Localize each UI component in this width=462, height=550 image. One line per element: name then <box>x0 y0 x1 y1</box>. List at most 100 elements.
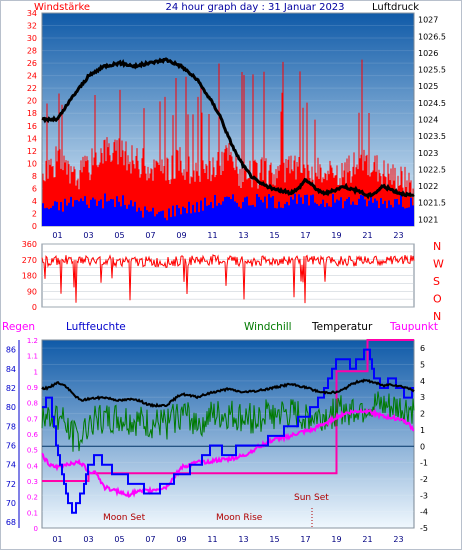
x-tick-label: 17 <box>300 535 310 544</box>
x-tick-label: 19 <box>331 231 341 240</box>
wind-tick-label: 22 <box>27 84 37 93</box>
header-right: Luftdruck <box>372 2 419 13</box>
pressure-tick-label: 1023 <box>418 149 438 158</box>
header-center: 24 hour graph day : 31 Januar 2023 <box>165 2 344 13</box>
humidity-tick-label: 70 <box>6 499 16 508</box>
temp-tick-label: -5 <box>420 524 428 533</box>
humidity-tick-label: 76 <box>6 442 16 451</box>
windchill-line <box>41 391 415 452</box>
wind-tick-label: 26 <box>27 59 37 68</box>
x-tick-label: 15 <box>269 231 279 240</box>
compass-letter: W <box>433 258 444 271</box>
temp-tick-label: -1 <box>420 459 428 468</box>
pressure-tick-label: 1027 <box>418 16 438 25</box>
x-tick-label: 07 <box>145 535 155 544</box>
wind-direction-line <box>41 254 415 304</box>
humidity-tick-label: 68 <box>6 518 16 527</box>
temp-tick-label: 4 <box>420 377 425 386</box>
rain-tick-label: 1.2 <box>27 337 38 345</box>
pressure-axis: 1021 1021.5 1022 1022.5 1023 1023.5 1024 1024.5… <box>418 16 446 225</box>
annotation-moon-set: Moon Set <box>103 513 146 523</box>
x-tick-label: 01 <box>52 535 62 544</box>
wind-tick-label: 8 <box>32 172 37 181</box>
pressure-line <box>41 57 415 200</box>
humidity-tick-label: 72 <box>6 480 16 489</box>
wind-tick-label: 34 <box>27 9 37 18</box>
humidity-tick-label: 80 <box>6 403 16 412</box>
pressure-tick-label: 1021 <box>418 215 438 224</box>
temp-tick-label: 2 <box>420 410 425 419</box>
humidity-tick-label: 86 <box>6 346 16 355</box>
rain-tick-label: 0.3 <box>27 478 38 486</box>
x-tick-label: 11 <box>207 231 217 240</box>
temp-tick-label: -3 <box>420 491 428 500</box>
pressure-tick-label: 1022.5 <box>418 165 446 174</box>
temperature-axis: -5 -4 -3 -2 -1 0 1 2 3 4 5 6 <box>420 344 428 533</box>
compass-letter: S <box>433 275 440 288</box>
x-tick-label: 19 <box>331 535 341 544</box>
x-tick-label: 09 <box>176 535 186 544</box>
compass-letter: N <box>433 240 441 253</box>
panel-wind-direction-grid <box>42 243 414 308</box>
wind-tick-label: 6 <box>32 184 37 193</box>
humidity-axis: 68 70 72 74 76 78 80 82 84 86 <box>6 340 20 528</box>
panel-wind-pressure-x-axis: 01 03 05 07 09 11 13 15 17 19 21 23 <box>52 231 403 240</box>
legend-taupunkt: Taupunkt <box>389 321 438 333</box>
temp-tick-label: 0 <box>420 442 425 451</box>
humidity-tick-label: 78 <box>6 422 16 431</box>
rain-tick-label: 0.2 <box>27 494 38 502</box>
x-tick-label: 13 <box>238 231 248 240</box>
x-tick-label: 23 <box>393 231 403 240</box>
pressure-tick-label: 1023.5 <box>418 132 446 141</box>
x-tick-label: 07 <box>145 231 155 240</box>
rain-tick-label: 0.9 <box>27 384 38 392</box>
wind-bars <box>42 59 414 226</box>
wind-tick-label: 2 <box>32 209 37 218</box>
x-tick-label: 03 <box>83 535 93 544</box>
x-tick-label: 09 <box>176 231 186 240</box>
wind-tick-label: 16 <box>27 122 37 131</box>
x-tick-label: 03 <box>83 231 93 240</box>
wind-tick-label: 30 <box>27 34 37 43</box>
wind-tick-label: 10 <box>27 159 37 168</box>
temp-tick-label: 5 <box>420 361 425 370</box>
wind-tick-label: 12 <box>27 147 37 156</box>
rain-tick-label: 0.8 <box>27 400 38 408</box>
temp-tick-label: -4 <box>420 508 428 517</box>
rain-tick-label: 0.1 <box>27 509 38 517</box>
wind-tick-label: 20 <box>27 97 37 106</box>
temp-tick-label: 6 <box>420 344 425 353</box>
dewpoint-line <box>41 407 415 499</box>
pressure-tick-label: 1025.5 <box>418 66 446 75</box>
pressure-tick-label: 1022 <box>418 182 438 191</box>
compass-letter: O <box>433 293 442 306</box>
astro-annotations: Moon Set Moon Rise Sun Set <box>103 493 329 528</box>
x-tick-label: 05 <box>114 535 124 544</box>
header-left: Windstärke <box>34 2 90 13</box>
legend-temperatur: Temperatur <box>311 321 373 333</box>
temp-tick-label: -2 <box>420 475 428 484</box>
x-tick-label: 11 <box>207 535 217 544</box>
legend-windchill: Windchill <box>244 321 292 333</box>
pressure-tick-label: 1025 <box>418 82 438 91</box>
rain-tick-label: 0 <box>34 525 38 533</box>
x-tick-label: 21 <box>362 535 372 544</box>
pressure-tick-label: 1026.5 <box>418 32 446 41</box>
annotation-sun-set: Sun Set <box>294 493 329 503</box>
wind-tick-label: 0 <box>32 222 37 231</box>
x-tick-label: 15 <box>269 535 279 544</box>
temp-tick-label: 1 <box>420 426 425 435</box>
direction-tick-label: 180 <box>22 272 37 281</box>
annotation-moon-rise: Moon Rise <box>216 513 263 523</box>
pressure-tick-label: 1024 <box>418 116 438 125</box>
pressure-tick-label: 1024.5 <box>418 99 446 108</box>
rain-tick-label: 0.4 <box>27 462 39 470</box>
x-tick-label: 17 <box>300 231 310 240</box>
rain-axis: 0 0.1 0.2 0.3 0.4 0.5 0.6 0.7 0.8 0.9 1 1.1 1.2 <box>27 337 39 533</box>
wind-tick-label: 28 <box>27 47 37 56</box>
direction-tick-label: 360 <box>22 240 37 249</box>
rain-tick-label: 0.6 <box>27 431 39 439</box>
legend-regen: Regen <box>2 321 35 333</box>
